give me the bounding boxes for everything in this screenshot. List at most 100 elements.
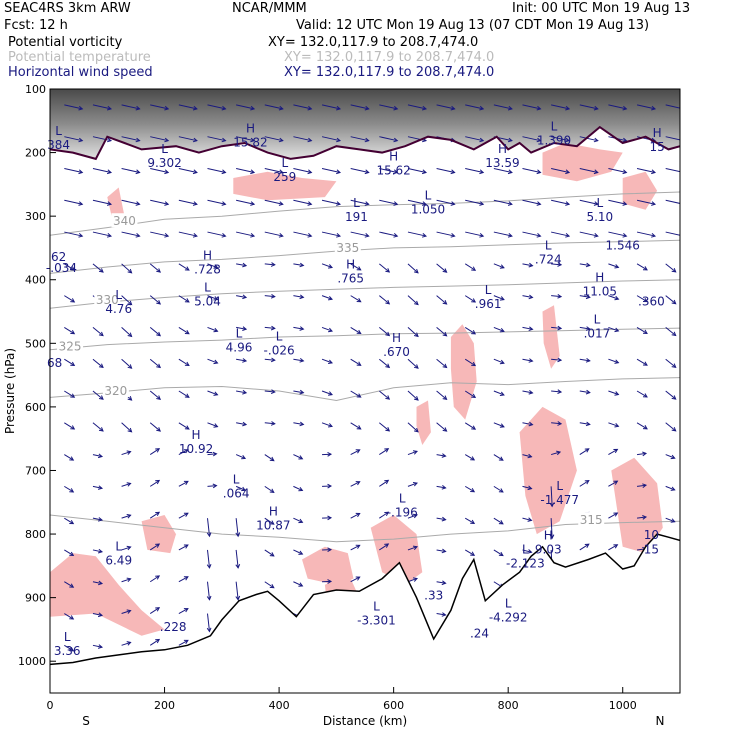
wind-vector-268	[522, 104, 541, 110]
wind-arrowhead-1	[78, 137, 84, 143]
wind-arrowhead-4	[78, 233, 84, 238]
wind-vector-49	[121, 514, 131, 519]
pv-extremum-letter-0: L	[55, 124, 62, 138]
wind-arrowhead-223	[450, 201, 456, 206]
wind-arrowhead-0	[78, 105, 84, 111]
pv-extremum-letter-23: L	[276, 329, 283, 343]
wind-vector-38	[121, 167, 140, 173]
wind-arrowhead-352	[671, 395, 677, 400]
negative-pv-region-3	[450, 324, 477, 420]
wind-vector-290	[551, 326, 562, 329]
wind-vector-96	[207, 295, 218, 300]
pv-extremum-letter-37: L	[373, 600, 380, 614]
wind-vector-122	[235, 581, 239, 600]
pv-extremum-value-5: 13.59	[485, 156, 519, 170]
wind-arrowhead-173	[364, 137, 370, 143]
pv-extremum-letter-15: L	[204, 281, 211, 295]
wind-vector-88	[178, 608, 189, 614]
wind-arrowhead-69	[155, 575, 161, 580]
wind-vector-284	[551, 136, 570, 142]
wind-arrowhead-132	[270, 389, 276, 395]
wind-vector-222	[436, 167, 455, 173]
wind-arrowhead-12	[69, 488, 75, 493]
wind-vector-332	[636, 231, 656, 237]
wind-vector-346	[665, 199, 680, 204]
wind-arrowhead-89	[183, 639, 189, 645]
wind-arrowhead-118	[241, 454, 247, 460]
wind-vector-123	[264, 104, 283, 110]
wind-arrowhead-122	[235, 595, 241, 601]
wind-vector-150	[293, 454, 303, 460]
wind-arrowhead-298	[593, 105, 599, 111]
wind-arrowhead-218	[412, 545, 418, 551]
wind-arrowhead-156	[336, 105, 342, 111]
wind-vector-262	[493, 422, 505, 428]
wind-vector-110	[236, 199, 255, 205]
wind-arrowhead-93	[221, 201, 227, 206]
wind-vector-316	[608, 199, 627, 205]
wind-arrowhead-49	[126, 514, 132, 519]
wind-vector-115	[236, 358, 247, 362]
wind-arrowhead-169	[327, 515, 333, 521]
wind-arrowhead-90	[221, 105, 227, 111]
wind-vector-99	[207, 390, 218, 396]
wind-arrowhead-201	[384, 511, 390, 517]
x-axis-title: Distance (km)	[323, 714, 407, 728]
wind-vector-189	[379, 136, 398, 142]
wind-arrowhead-15	[69, 583, 75, 588]
wind-vector-22	[92, 231, 112, 237]
wind-arrowhead-242	[471, 266, 477, 271]
pv-extremum-letter-24: H	[392, 331, 401, 345]
wind-arrowhead-332	[651, 233, 657, 238]
wind-arrowhead-300	[593, 169, 599, 175]
wind-arrowhead-273	[528, 262, 534, 268]
wind-arrowhead-131	[270, 357, 276, 363]
wind-arrowhead-112	[242, 262, 248, 268]
wind-vector-5	[64, 263, 75, 271]
wind-vector-285	[551, 167, 570, 173]
wind-arrowhead-130	[270, 325, 276, 331]
wind-arrowhead-102	[212, 483, 218, 489]
wind-arrowhead-137	[269, 552, 275, 557]
wind-arrowhead-74	[192, 169, 198, 175]
wind-arrowhead-40	[135, 233, 141, 238]
theta-label-330: 330	[96, 293, 119, 307]
wind-arrowhead-307	[585, 389, 591, 395]
wind-arrowhead-14	[69, 551, 75, 556]
negative-pv-region-4	[542, 143, 623, 182]
wind-vector-143	[293, 231, 312, 237]
wind-vector-100	[207, 422, 218, 428]
wind-vector-218	[407, 546, 418, 551]
wind-arrowhead-354	[670, 454, 676, 460]
wind-vector-223	[436, 199, 455, 205]
wind-arrowhead-302	[593, 233, 599, 238]
wind-arrowhead-263	[498, 456, 504, 461]
wind-vector-315	[608, 167, 627, 173]
wind-arrowhead-334	[642, 297, 648, 303]
wind-vector-93	[207, 199, 226, 205]
wind-vector-294	[550, 451, 561, 456]
theta-label-325: 325	[59, 339, 82, 353]
pv-extremum-value-12: 62	[51, 250, 66, 264]
wind-vector-180	[350, 358, 361, 366]
wind-arrowhead-227	[442, 331, 448, 337]
plot-frame	[49, 88, 681, 694]
wind-arrowhead-177	[356, 266, 362, 271]
wind-vector-281	[522, 517, 532, 521]
wind-arrowhead-43	[127, 332, 133, 338]
wind-vector-206	[407, 167, 427, 173]
field-pv-xy: XY= 132.0,117.9 to 208.7,474.0	[268, 35, 479, 50]
field-wind-name: Horizontal wind speed	[8, 65, 153, 80]
wind-arrowhead-136	[269, 520, 275, 525]
wind-arrowhead-285	[565, 169, 571, 175]
wind-arrowhead-86	[183, 544, 189, 549]
wind-vector-158	[321, 167, 341, 173]
wind-arrowhead-246	[471, 393, 477, 398]
wind-vector-354	[665, 454, 675, 459]
y-tick-label-9: 1000	[18, 655, 46, 668]
wind-arrowhead-147	[299, 358, 305, 363]
wind-arrowhead-293	[557, 421, 563, 426]
wind-arrowhead-55	[164, 137, 170, 143]
pv-extremum-value-29: 10.87	[256, 518, 290, 532]
wind-vector-61	[149, 327, 161, 337]
